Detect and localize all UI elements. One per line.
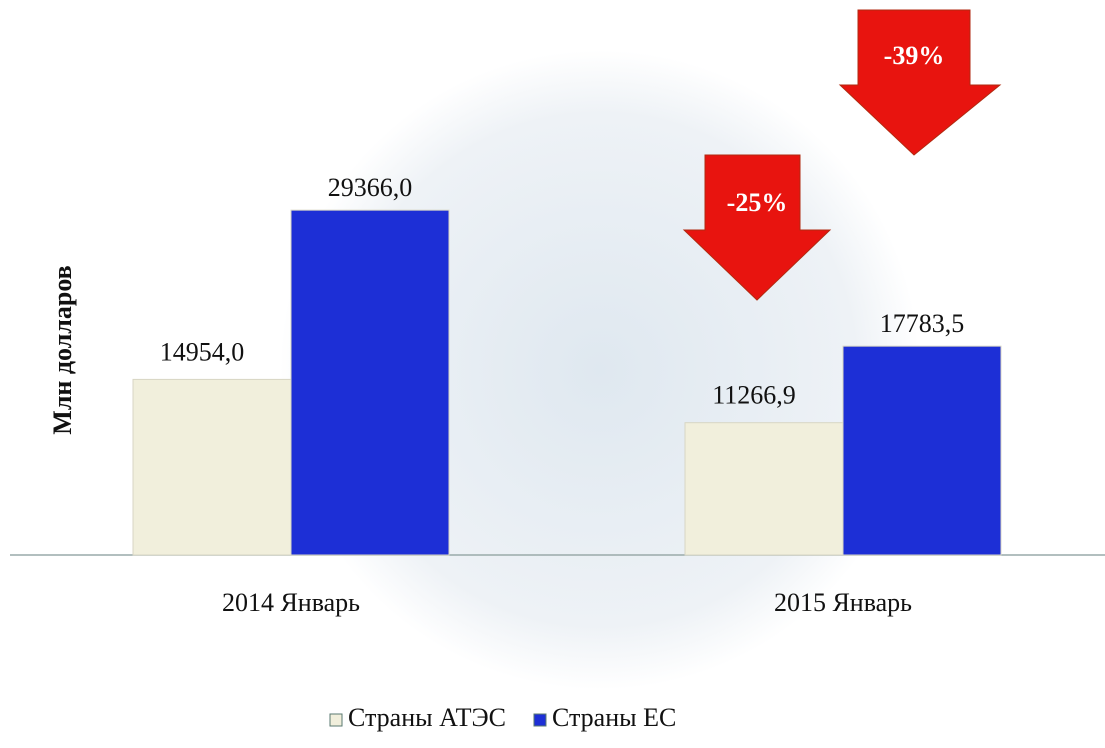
y-axis-label: Млн долларов [48,265,77,434]
value-label: 14954,0 [160,337,245,366]
chart: Млн долларов -25% -39% 2014 Январь 14954,… [0,0,1105,748]
annotation: -39% [884,41,945,70]
legend-swatch [330,714,342,726]
x-tick-label: 2014 Январь [222,588,360,617]
bar [685,423,843,555]
value-label: 17783,5 [880,309,965,338]
bar [291,210,449,555]
arrow [840,10,1000,155]
x-tick-label: 2015 Январь [774,588,912,617]
legend-swatch [534,714,546,726]
value-label: 29366,0 [328,173,413,202]
annotation: -25% [727,188,788,217]
value-label: 11266,9 [712,381,796,410]
legend-label: Страны ЕС [552,703,676,732]
bar [133,379,291,555]
legend-label: Страны АТЭС [348,703,506,732]
bar [843,346,1001,555]
page: Млн долларов -25% -39% 2014 Январь 14954,… [0,0,1105,748]
